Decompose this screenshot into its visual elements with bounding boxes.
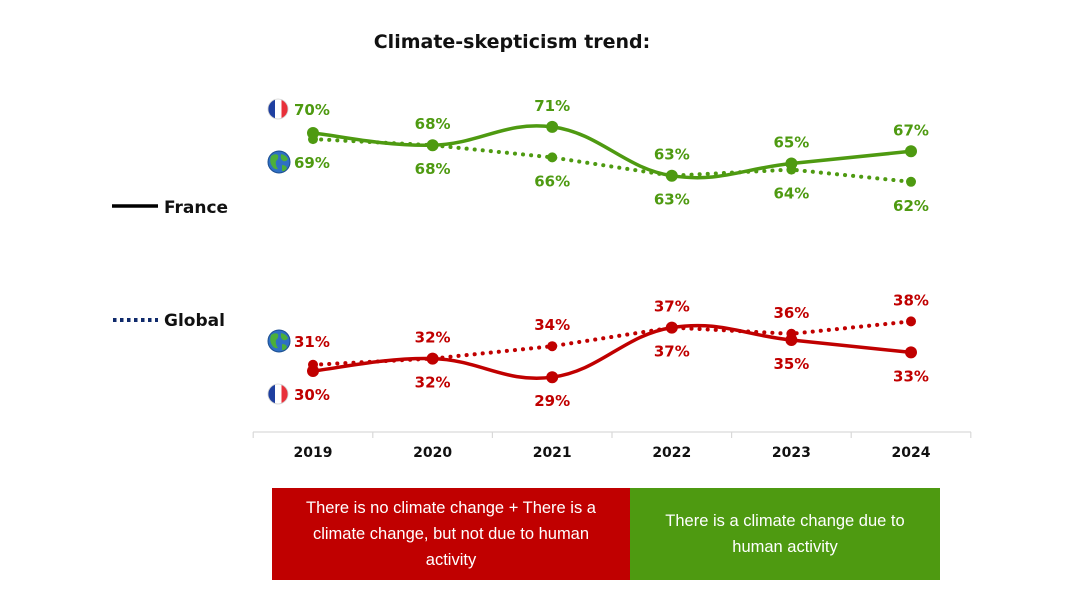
data-label: 62% [893,197,929,215]
data-label: 29% [534,392,570,410]
france-flag-icon [267,98,289,120]
france-flag-icon [267,383,289,405]
series-line-human-global [311,137,913,184]
data-label: 32% [415,329,451,347]
data-point-france [546,371,559,384]
data-label: 63% [654,191,690,209]
data-label: 37% [654,343,690,361]
data-point-france [546,120,559,133]
data-point-global [308,134,318,145]
data-point-france [905,346,917,359]
x-tick-label: 2019 [294,445,333,461]
data-label: 36% [773,304,809,322]
data-label: 34% [534,316,570,334]
category-box-skeptic-label: There is no climate change + There is a … [306,499,596,569]
data-point-global [906,176,916,187]
category-box-human-activity: There is a climate change due to human a… [630,488,940,580]
x-tick-label: 2024 [892,445,931,461]
category-box-skeptic: There is no climate change + There is a … [272,488,630,580]
x-tick-label: 2023 [772,445,811,461]
globe-icon [267,329,291,353]
data-label: 68% [415,115,451,133]
data-point-global [906,316,916,327]
x-tick-label: 2021 [533,445,572,461]
x-tick-label: 2022 [652,445,691,461]
data-label: 32% [415,374,451,392]
data-label: 70% [294,101,330,119]
data-point-france [905,145,917,158]
series-line-skeptic-global [311,319,913,367]
data-label: 38% [893,291,929,309]
data-label: 64% [773,185,809,203]
legend-global-label: Global [164,311,225,331]
data-label: 67% [893,121,929,139]
data-label: 37% [654,298,690,316]
data-point-global [666,170,677,181]
data-label: 68% [415,160,451,178]
data-label: 31% [294,333,330,351]
data-label: 35% [773,355,809,373]
series-line-human-france [311,124,913,180]
data-point-global [786,164,797,175]
data-point-global [547,152,558,163]
data-point-global [427,140,438,151]
data-point-global [786,328,797,339]
data-label: 71% [534,97,570,115]
data-label: 63% [654,146,690,164]
globe-icon [267,150,291,174]
data-label: 30% [294,386,330,404]
x-tick-label: 2020 [413,445,452,461]
data-label: 65% [773,134,809,152]
data-label: 33% [893,367,929,385]
data-label: 69% [294,154,330,172]
category-box-human-activity-label: There is a climate change due to human a… [665,512,905,556]
labels-layer: 70% 69% 68% 68% 71% 66% 63% 63% 65% 64% 67% 62% 30% 3… [294,97,929,410]
data-point-global [666,322,677,333]
data-label: 66% [534,172,570,190]
data-point-global [308,359,318,370]
series-layer [307,120,917,384]
data-point-global [547,341,558,352]
icons-layer [267,98,291,405]
chart-title: Climate-skepticism trend: [374,31,651,53]
data-point-global [427,353,438,364]
legend-france-label: France [164,198,228,218]
series-line-skeptic-france [311,323,913,380]
x-axis: 2019 2020 2021 2022 2023 2024 [252,431,972,461]
